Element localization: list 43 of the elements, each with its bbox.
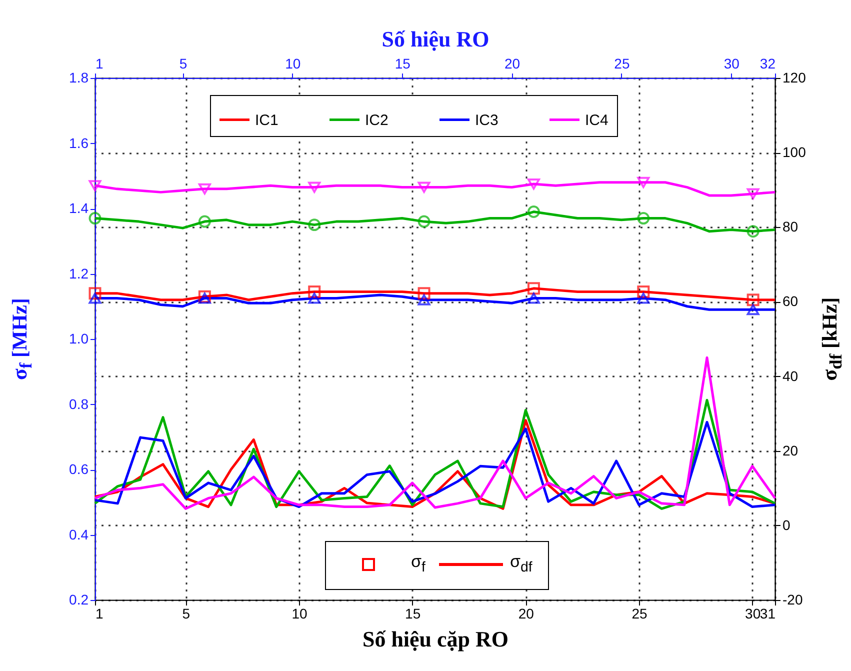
x-tick-label: 30 [745,606,761,622]
y2-tick-label: 40 [782,368,798,384]
y-tick-label: 1.4 [69,200,89,216]
x2-tick-label: 1 [96,56,104,72]
x2-axis-title: Số hiệu RO [382,26,490,52]
y-tick-label: 1.2 [69,265,89,282]
y-tick-label: 0.8 [69,396,89,412]
y2-tick-label: 80 [782,218,798,235]
y-tick-label: 1.8 [69,70,89,86]
x-tick-label: 15 [405,606,421,622]
y-tick-label: 0.2 [69,592,89,608]
y-tick-label: 0.4 [69,526,89,542]
x2-tick-label: 32 [760,56,776,72]
x-tick-label: 10 [292,606,308,622]
y-tick-label: 1.0 [69,330,89,346]
legend-label: IC3 [475,112,498,129]
y2-tick-label: 100 [782,144,806,160]
x-tick-label: 1 [96,606,104,622]
x-tick-label: 25 [632,606,648,622]
x-axis-title: Số hiệu cặp RO [362,626,509,652]
x2-tick-label: 15 [394,56,411,72]
y2-tick-label: 20 [782,442,798,458]
x-tick-label: 20 [518,606,534,622]
annotation: σ$_{df}$ [510,552,532,576]
x2-tick-label: 25 [614,56,630,72]
legend-label: IC4 [585,112,608,129]
y-tick-label: 1.6 [69,134,89,151]
legend-box: σ$_{f}$ σ$_{df}$ [325,541,549,590]
y2-tick-label: -20 [782,592,803,608]
x2-tick-label: 5 [179,56,188,72]
line-series [94,356,776,510]
x2-tick-label: 10 [285,56,301,72]
x-tick-label: 31 [760,606,776,622]
legend-label: IC2 [365,112,388,129]
x2-tick-label: 20 [504,56,520,72]
y-tick-label: 0.6 [69,461,89,477]
y2-tick-label: 120 [782,70,806,86]
y2-tick-label: 60 [782,293,798,310]
y2-tick-label: 0 [782,516,790,533]
legend-label: IC1 [255,112,278,129]
x2-tick-label: 30 [724,56,740,72]
annotation: σ$_{f}$ [411,552,426,576]
x-tick-label: 5 [182,606,190,622]
